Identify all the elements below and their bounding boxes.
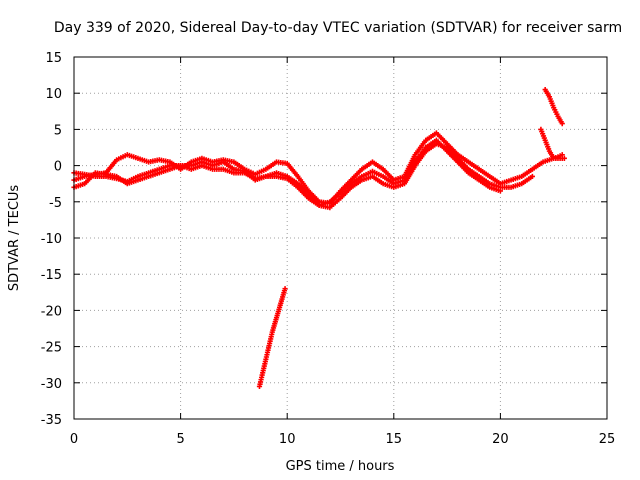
y-tick-label: -20 xyxy=(41,304,62,319)
y-tick-label: -5 xyxy=(49,196,62,211)
series-track-b xyxy=(71,141,535,211)
series-segment-late-upper xyxy=(542,86,565,127)
x-tick-label: 15 xyxy=(386,432,403,447)
axis-ticks: 0 5 10 15 20 25 -35 -30 -25 -20 -15 -10 -5 0 5 10 15 xyxy=(41,51,616,447)
data-point xyxy=(282,286,288,292)
y-tick-label: -35 xyxy=(41,413,62,428)
x-tick-label: 10 xyxy=(279,432,296,447)
series-segment-late-lower xyxy=(538,126,565,161)
data-point xyxy=(561,155,567,161)
series-track-c xyxy=(71,137,503,209)
y-tick-label: 5 xyxy=(54,123,62,138)
data-point xyxy=(529,173,535,180)
chart-title: Day 339 of 2020, Sidereal Day-to-day VTE… xyxy=(54,20,622,36)
y-tick-label: -15 xyxy=(41,268,62,283)
series-segment-steep xyxy=(256,286,288,390)
y-tick-label: -25 xyxy=(41,341,62,356)
y-tick-label: 0 xyxy=(54,160,62,175)
x-tick-label: 20 xyxy=(492,432,509,447)
series-track-a xyxy=(71,130,567,206)
data-point xyxy=(559,152,565,158)
x-tick-label: 0 xyxy=(70,432,78,447)
y-tick-label: 15 xyxy=(45,51,62,66)
x-tick-label: 5 xyxy=(176,432,184,447)
x-tick-label: 25 xyxy=(599,432,616,447)
grid xyxy=(74,57,607,419)
plot-frame xyxy=(73,56,608,420)
data-point xyxy=(559,121,565,127)
y-tick-label: 10 xyxy=(45,87,62,102)
y-axis-label: SDTVAR / TECUs xyxy=(7,185,22,292)
x-axis-label: GPS time / hours xyxy=(286,459,395,474)
data-point xyxy=(497,188,503,194)
y-tick-label: -30 xyxy=(41,377,62,392)
data-points xyxy=(71,86,567,390)
y-tick-label: -10 xyxy=(41,232,62,247)
